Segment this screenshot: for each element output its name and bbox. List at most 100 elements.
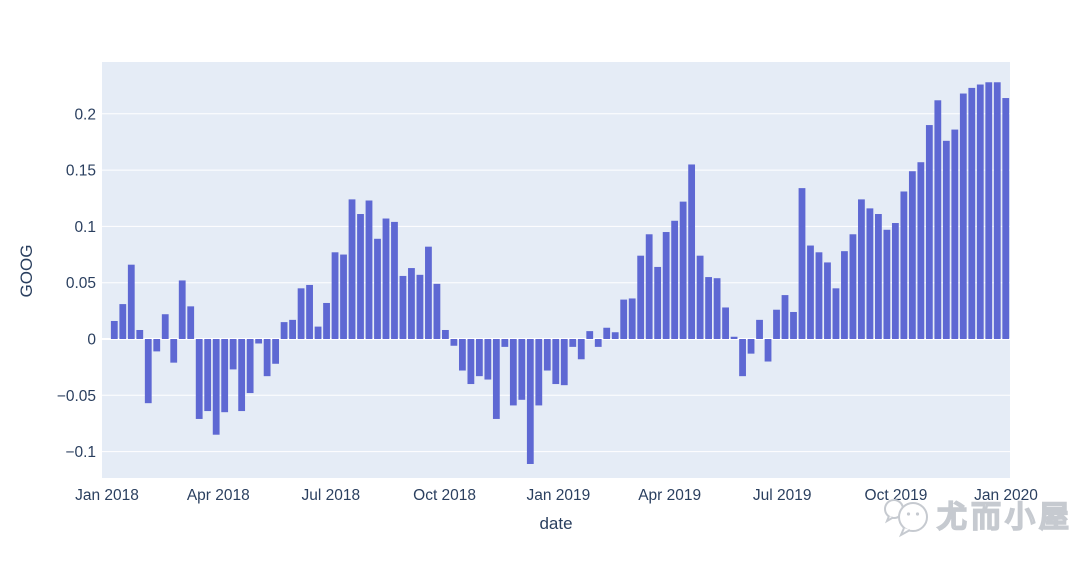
bar[interactable]	[883, 229, 891, 339]
bar[interactable]	[781, 295, 789, 339]
bar[interactable]	[985, 82, 993, 340]
bar[interactable]	[764, 339, 772, 362]
bar[interactable]	[492, 339, 500, 419]
bar[interactable]	[399, 275, 407, 339]
bar[interactable]	[832, 288, 840, 339]
bar[interactable]	[246, 339, 254, 394]
bar[interactable]	[747, 339, 755, 354]
bar[interactable]	[790, 311, 797, 339]
bar[interactable]	[696, 255, 704, 339]
bar[interactable]	[280, 322, 288, 339]
bar[interactable]	[603, 327, 611, 339]
bar[interactable]	[594, 339, 602, 347]
bar[interactable]	[144, 339, 152, 404]
bar[interactable]	[229, 339, 237, 370]
bar[interactable]	[1002, 98, 1010, 339]
bar[interactable]	[917, 162, 925, 339]
bar[interactable]	[925, 125, 933, 339]
bar[interactable]	[212, 339, 220, 435]
bar[interactable]	[739, 339, 746, 377]
bar[interactable]	[323, 302, 330, 339]
bar[interactable]	[662, 232, 670, 339]
bar[interactable]	[713, 278, 721, 339]
bar[interactable]	[951, 129, 959, 339]
bar[interactable]	[467, 339, 475, 385]
bar[interactable]	[824, 262, 831, 339]
bar[interactable]	[934, 100, 942, 339]
bar[interactable]	[442, 329, 449, 339]
plot-area[interactable]	[102, 62, 1010, 478]
bar[interactable]	[807, 245, 814, 339]
bar[interactable]	[263, 339, 271, 377]
bar[interactable]	[815, 252, 823, 339]
bar[interactable]	[374, 238, 381, 339]
bar[interactable]	[509, 339, 517, 406]
bar[interactable]	[238, 339, 246, 412]
bar[interactable]	[187, 306, 195, 339]
bar[interactable]	[756, 319, 763, 339]
bar[interactable]	[127, 264, 135, 339]
bar[interactable]	[722, 307, 729, 339]
bar[interactable]	[136, 329, 144, 339]
bar[interactable]	[841, 251, 848, 339]
bar[interactable]	[365, 200, 373, 340]
bar[interactable]	[195, 339, 203, 419]
bar[interactable]	[620, 299, 628, 339]
bar[interactable]	[679, 201, 687, 339]
bar[interactable]	[221, 339, 229, 413]
bar[interactable]	[314, 326, 322, 339]
bar[interactable]	[569, 339, 577, 347]
bar[interactable]	[535, 339, 543, 406]
bar[interactable]	[849, 234, 857, 339]
bar[interactable]	[798, 188, 806, 339]
bar[interactable]	[866, 208, 874, 339]
bar[interactable]	[433, 283, 441, 339]
bar[interactable]	[773, 309, 780, 339]
bar[interactable]	[637, 255, 645, 339]
bar[interactable]	[968, 87, 976, 340]
bar[interactable]	[450, 339, 458, 346]
bar[interactable]	[306, 284, 313, 339]
bar[interactable]	[348, 199, 356, 339]
bar[interactable]	[628, 298, 636, 339]
bar[interactable]	[858, 199, 865, 339]
bar[interactable]	[484, 339, 492, 380]
bar[interactable]	[526, 339, 534, 464]
bar[interactable]	[357, 214, 364, 339]
bar[interactable]	[458, 339, 466, 371]
bar[interactable]	[586, 331, 594, 339]
bar[interactable]	[908, 171, 916, 339]
bar[interactable]	[671, 220, 679, 339]
bar[interactable]	[560, 339, 568, 386]
bar[interactable]	[942, 140, 950, 339]
bar[interactable]	[705, 277, 712, 339]
bar[interactable]	[289, 319, 296, 339]
bar[interactable]	[891, 223, 899, 339]
bar[interactable]	[501, 339, 509, 347]
bar[interactable]	[976, 84, 984, 340]
bar[interactable]	[688, 164, 696, 339]
bar[interactable]	[153, 339, 161, 352]
bar[interactable]	[993, 82, 1001, 340]
bar[interactable]	[110, 320, 118, 339]
bar[interactable]	[518, 339, 526, 400]
bar[interactable]	[297, 288, 305, 339]
bar[interactable]	[119, 304, 127, 339]
bar[interactable]	[577, 339, 585, 360]
bar[interactable]	[391, 221, 398, 339]
bar[interactable]	[730, 336, 738, 339]
bar[interactable]	[654, 266, 662, 339]
bar[interactable]	[959, 93, 967, 339]
bar[interactable]	[552, 339, 560, 385]
bar[interactable]	[161, 314, 169, 339]
bar[interactable]	[170, 339, 178, 363]
bar[interactable]	[611, 332, 619, 339]
bar[interactable]	[475, 339, 483, 377]
bar[interactable]	[204, 339, 212, 412]
bar[interactable]	[408, 268, 415, 339]
bar[interactable]	[425, 246, 432, 339]
bar[interactable]	[416, 274, 424, 339]
bar[interactable]	[255, 339, 263, 344]
bar[interactable]	[331, 252, 339, 339]
bar[interactable]	[900, 191, 908, 339]
